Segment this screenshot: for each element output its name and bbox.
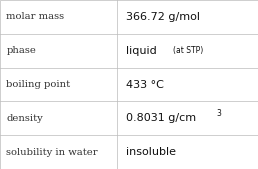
Text: phase: phase xyxy=(6,46,36,55)
Text: molar mass: molar mass xyxy=(6,12,64,21)
Text: 433 °C: 433 °C xyxy=(126,79,164,90)
Text: 0.8031 g/cm: 0.8031 g/cm xyxy=(126,113,197,123)
Text: 366.72 g/mol: 366.72 g/mol xyxy=(126,12,200,22)
Text: (at STP): (at STP) xyxy=(173,46,203,55)
Text: density: density xyxy=(6,114,43,123)
Text: solubility in water: solubility in water xyxy=(6,148,98,157)
Text: insoluble: insoluble xyxy=(126,147,176,157)
Text: liquid: liquid xyxy=(126,46,164,56)
Text: boiling point: boiling point xyxy=(6,80,71,89)
Text: 3: 3 xyxy=(217,109,222,118)
